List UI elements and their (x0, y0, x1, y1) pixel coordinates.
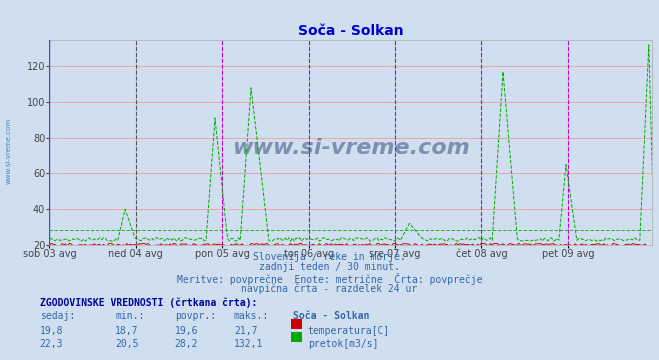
Text: temperatura[C]: temperatura[C] (308, 326, 390, 336)
Text: maks.:: maks.: (234, 311, 269, 321)
Text: 28,2: 28,2 (175, 339, 198, 349)
Text: navpična črta - razdelek 24 ur: navpična črta - razdelek 24 ur (241, 283, 418, 294)
Text: 19,6: 19,6 (175, 326, 198, 336)
Text: 19,8: 19,8 (40, 326, 63, 336)
Text: pretok[m3/s]: pretok[m3/s] (308, 339, 378, 349)
Text: Soča - Solkan: Soča - Solkan (293, 311, 370, 321)
Text: ZGODOVINSKE VREDNOSTI (črtkana črta):: ZGODOVINSKE VREDNOSTI (črtkana črta): (40, 297, 257, 307)
Text: 22,3: 22,3 (40, 339, 63, 349)
Title: Soča - Solkan: Soča - Solkan (298, 24, 404, 39)
Text: 18,7: 18,7 (115, 326, 139, 336)
Text: Slovenija / reke in morje.: Slovenija / reke in morje. (253, 252, 406, 262)
Text: povpr.:: povpr.: (175, 311, 215, 321)
Text: min.:: min.: (115, 311, 145, 321)
Text: zadnji teden / 30 minut.: zadnji teden / 30 minut. (259, 262, 400, 273)
Text: 20,5: 20,5 (115, 339, 139, 349)
Text: 21,7: 21,7 (234, 326, 258, 336)
Text: sedaj:: sedaj: (40, 311, 74, 321)
Text: www.si-vreme.com: www.si-vreme.com (232, 138, 470, 158)
Text: Meritve: povprečne  Enote: metrične  Črta: povprečje: Meritve: povprečne Enote: metrične Črta:… (177, 273, 482, 285)
Text: 132,1: 132,1 (234, 339, 264, 349)
Text: www.si-vreme.com: www.si-vreme.com (5, 118, 11, 184)
